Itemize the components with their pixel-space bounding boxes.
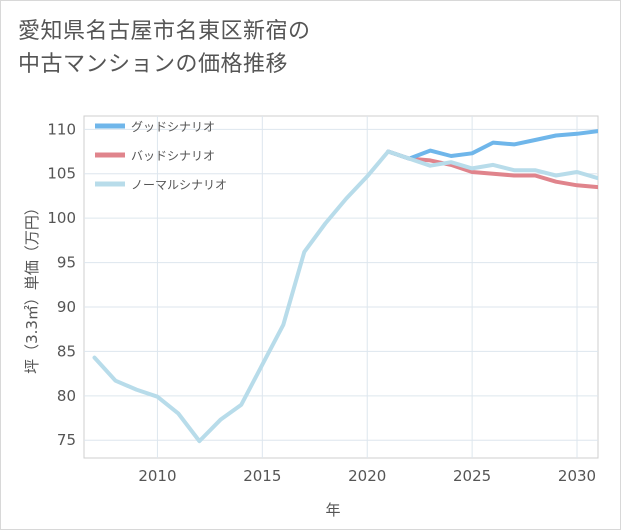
chart-title: 愛知県名古屋市名東区新宿の 中古マンションの価格推移 — [18, 15, 438, 81]
y-tick-label-90: 90 — [57, 298, 76, 316]
legend-label-bad: バッドシナリオ — [131, 149, 215, 163]
x-tick-labels: 2010 2015 2020 2025 2030 — [138, 467, 596, 485]
chart-title-line-1: 愛知県名古屋市名東区新宿の — [18, 19, 311, 44]
legend-label-normal: ノーマルシナリオ — [131, 178, 227, 192]
legend-label-good: グッドシナリオ — [131, 120, 215, 134]
chart-title-line-2: 中古マンションの価格推移 — [18, 52, 289, 77]
y-tick-label-95: 95 — [57, 254, 76, 272]
y-tick-label-110: 110 — [47, 120, 76, 138]
plot-area-frame — [83, 115, 599, 459]
y-tick-label-80: 80 — [57, 387, 76, 405]
y-tick-label-75: 75 — [57, 431, 76, 449]
x-axis-label: 年 — [325, 501, 340, 519]
x-tick-label-2030: 2030 — [558, 467, 596, 485]
x-tick-label-2025: 2025 — [453, 467, 491, 485]
x-tick-label-2015: 2015 — [243, 467, 281, 485]
series-line-good — [386, 129, 598, 161]
y-tick-label-85: 85 — [57, 342, 76, 360]
y-tick-labels: 75 80 85 90 95 100 105 110 — [47, 120, 76, 449]
x-tick-label-2020: 2020 — [348, 467, 386, 485]
series-line-normal — [92, 149, 598, 444]
series-line-bad — [386, 149, 598, 190]
grid-lines — [84, 116, 598, 458]
y-axis-label: 坪（3.3㎡）単価（万円） — [23, 200, 41, 374]
x-tick-label-2010: 2010 — [138, 467, 176, 485]
legend: グッドシナリオ バッドシナリオ ノーマルシナリオ — [95, 120, 227, 192]
y-tick-label-105: 105 — [47, 165, 76, 183]
y-tick-label-100: 100 — [47, 209, 76, 227]
series-lines — [92, 129, 598, 444]
